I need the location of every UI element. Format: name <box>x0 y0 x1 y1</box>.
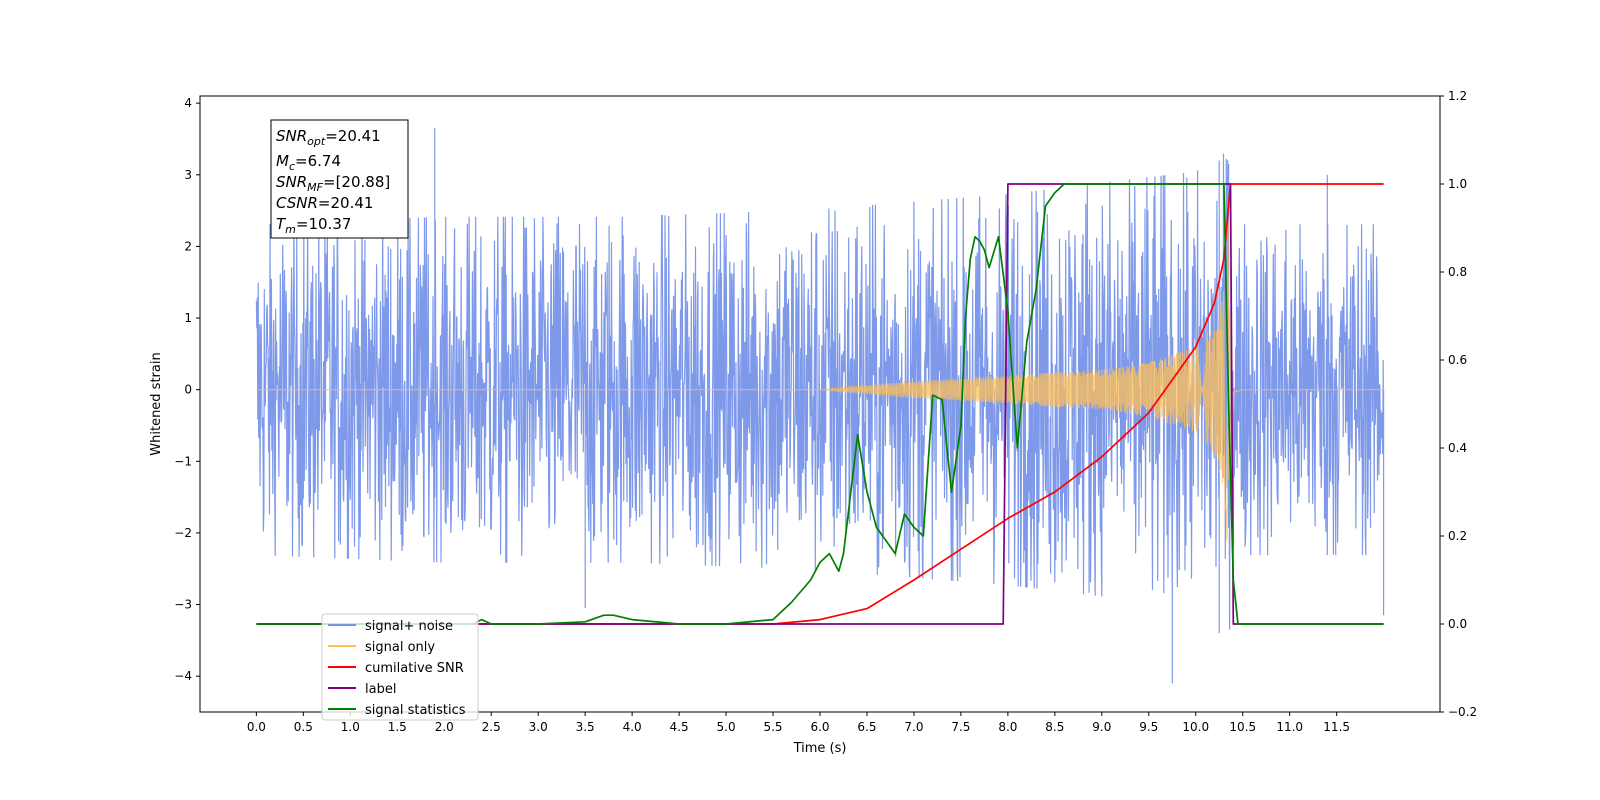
x-tick-label: 10.5 <box>1229 720 1256 734</box>
y-tick-label: −2 <box>174 526 192 540</box>
x-tick-label: 4.0 <box>623 720 642 734</box>
series-cumulative-snr-line <box>256 183 1384 625</box>
x-tick-label: 9.0 <box>1092 720 1111 734</box>
legend-label-signal-only: signal only <box>365 640 435 655</box>
info-snr-mf: SNRMF=[20.88] <box>276 173 390 194</box>
y-tick-label: −4 <box>174 669 192 683</box>
y-tick-label: −1 <box>174 454 192 468</box>
x-tick-label: 3.5 <box>576 720 595 734</box>
x-tick-label: 0.5 <box>294 720 313 734</box>
x-tick-label: 2.5 <box>482 720 501 734</box>
legend-label-cumulative-snr: cumilative SNR <box>365 661 464 676</box>
y-tick-label: 2 <box>184 239 192 253</box>
info-csnr: CSNR=20.41 <box>276 194 373 212</box>
legend-label-signal-statistics: signal statistics <box>365 703 466 718</box>
x-tick-label: 4.5 <box>670 720 689 734</box>
y-tick-label: −3 <box>174 598 192 612</box>
y2-tick-label: −0.2 <box>1448 705 1477 719</box>
y2-tick-label: 1.2 <box>1448 89 1467 103</box>
x-tick-label: 5.5 <box>763 720 782 734</box>
x-tick-label: 6.5 <box>857 720 876 734</box>
x-tick-label: 11.5 <box>1323 720 1350 734</box>
info-snr-opt: SNRopt=20.41 <box>276 127 381 148</box>
info-mc: Mc=6.74 <box>276 152 341 173</box>
x-tick-label: 7.0 <box>904 720 923 734</box>
series-signal-only-line <box>256 220 1384 541</box>
y-tick-label: 3 <box>184 168 192 182</box>
y-tick-label: 0 <box>184 383 192 397</box>
series-signal-statistics-line <box>256 183 1384 625</box>
legend-label-signal-noise: signal+ noise <box>365 619 453 634</box>
x-axis-label: Time (s) <box>793 741 847 756</box>
y2-tick-label: 1.0 <box>1448 177 1467 191</box>
x-tick-label: 1.0 <box>341 720 360 734</box>
y2-tick-label: 0.0 <box>1448 617 1467 631</box>
y2-tick-label: 0.6 <box>1448 353 1467 367</box>
x-tick-label: 6.0 <box>810 720 829 734</box>
x-tick-label: 7.5 <box>951 720 970 734</box>
x-tick-label: 3.0 <box>529 720 548 734</box>
x-tick-label: 5.0 <box>717 720 736 734</box>
x-tick-label: 1.5 <box>388 720 407 734</box>
info-box: SNRopt=20.41 Mc=6.74 SNRMF=[20.88] CSNR=… <box>270 119 409 239</box>
legend-label-label: label <box>365 682 396 697</box>
x-tick-label: 8.0 <box>998 720 1017 734</box>
x-tick-label: 0.0 <box>247 720 266 734</box>
y-tick-label: 4 <box>184 96 192 110</box>
y-axis-label: Whitened strain <box>149 352 164 455</box>
y2-tick-label: 0.8 <box>1448 265 1467 279</box>
y-tick-label: 1 <box>184 311 192 325</box>
legend: signal+ noise signal only cumilative SNR… <box>321 613 479 721</box>
y2-tick-label: 0.2 <box>1448 529 1467 543</box>
plot-area <box>255 128 1385 684</box>
y2-tick-label: 0.4 <box>1448 441 1467 455</box>
info-tm: Tm=10.37 <box>276 215 351 236</box>
x-tick-label: 11.0 <box>1276 720 1303 734</box>
x-tick-label: 9.5 <box>1139 720 1158 734</box>
axis-ticks: 0.0 0.5 1.0 1.5 2.0 2.5 3.0 3.5 4.0 4.5 5.0 5.5 6.0 6… <box>174 89 1477 734</box>
x-tick-label: 8.5 <box>1045 720 1064 734</box>
x-tick-label: 2.0 <box>435 720 454 734</box>
x-tick-label: 10.0 <box>1182 720 1209 734</box>
